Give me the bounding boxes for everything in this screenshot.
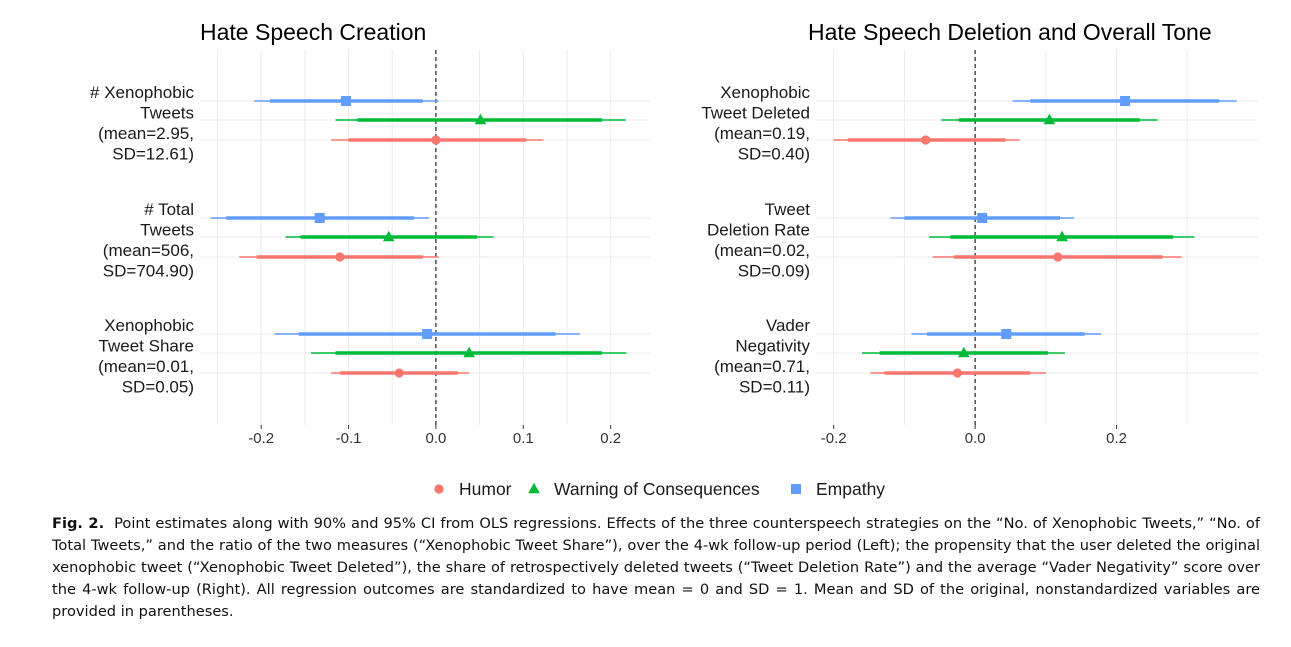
legend-circle-icon	[434, 484, 444, 494]
panel-title: Hate Speech Deletion and Overall Tone	[808, 19, 1212, 45]
legend-square-icon	[791, 484, 801, 494]
y-label-line: Tweet Share	[99, 337, 194, 356]
estimate-humor	[833, 135, 1020, 145]
y-label-line: SD=0.11)	[739, 378, 810, 397]
point-estimate-marker	[1056, 230, 1068, 242]
y-label-line: Negativity	[735, 337, 810, 356]
y-label-line: (mean=0.19,	[714, 124, 810, 143]
y-group-label: # Xenophobic Tweets(mean=2.95, SD=12.61)	[90, 83, 194, 164]
estimate-humor	[870, 368, 1046, 378]
legend: Humor Warning of Consequences Empathy	[434, 479, 885, 499]
y-label-line: (mean=0.02,	[714, 241, 810, 260]
figure-caption: Fig. 2. Point estimates along with 90% an…	[52, 513, 1260, 623]
point-estimate-marker	[1053, 252, 1063, 262]
estimate-warning-of-consequences	[285, 230, 494, 242]
estimate-warning-of-consequences	[929, 230, 1195, 242]
point-estimate-marker	[463, 346, 475, 358]
estimate-humor	[239, 252, 439, 262]
y-label-line: # Xenophobic	[90, 83, 194, 102]
estimate-empathy	[254, 96, 439, 106]
y-label-line: Vader	[766, 316, 810, 335]
point-estimate-marker	[422, 329, 433, 339]
y-label-line: (mean=506,	[103, 241, 194, 260]
estimate-warning-of-consequences	[941, 113, 1158, 125]
x-tick-label: -0.2	[248, 430, 274, 447]
point-estimate-marker	[921, 135, 931, 145]
x-tick-label: 0.2	[600, 430, 621, 447]
y-label-line: Deletion Rate	[707, 221, 810, 240]
legend-label: Empathy	[816, 479, 885, 499]
x-tick-label: 0.1	[513, 430, 534, 447]
legend-item-humor: Humor	[434, 479, 512, 499]
point-estimate-marker	[958, 346, 970, 358]
x-tick-label: -0.1	[336, 430, 362, 447]
y-group-label: # Total Tweets(mean=506, SD=704.90)	[103, 200, 194, 281]
y-label-line: (mean=0.71,	[714, 357, 810, 376]
legend-label: Warning of Consequences	[554, 479, 760, 499]
y-label-line: SD=12.61)	[112, 145, 194, 164]
y-group-label: Tweet Deletion Rate(mean=0.02, SD=0.09)	[707, 200, 810, 281]
estimate-empathy	[1012, 96, 1237, 106]
y-label-line: Tweet Deleted	[701, 104, 810, 123]
caption-text: Point estimates along with 90% and 95% C…	[52, 515, 1260, 620]
legend-label: Humor	[459, 479, 512, 499]
x-tick-label: 0.2	[1106, 430, 1127, 447]
y-label-line: (mean=2.95,	[98, 124, 194, 143]
y-group-label: Xenophobic Tweet Deleted(mean=0.19, SD=0.4…	[701, 83, 810, 164]
point-estimate-marker	[431, 135, 441, 145]
point-estimate-marker	[474, 113, 487, 125]
x-tick-label: 0.0	[425, 430, 446, 447]
y-label-line: Tweets	[140, 104, 194, 123]
y-label-line: Xenophobic	[720, 83, 810, 102]
estimate-empathy	[890, 213, 1075, 223]
point-estimate-marker	[952, 368, 963, 378]
estimate-humor	[331, 368, 470, 378]
x-tick-label: 0.0	[965, 430, 986, 447]
y-label-line: Tweets	[140, 221, 194, 240]
estimate-warning-of-consequences	[310, 346, 627, 358]
point-estimate-marker	[977, 213, 988, 223]
estimate-empathy	[210, 213, 429, 223]
point-estimate-marker	[340, 96, 351, 106]
point-estimate-marker	[1001, 329, 1012, 339]
estimate-warning-of-consequences	[861, 346, 1065, 358]
point-estimate-marker	[1120, 96, 1131, 106]
estimate-humor	[932, 252, 1182, 262]
estimate-warning-of-consequences	[335, 113, 626, 125]
panel-title: Hate Speech Creation	[200, 19, 426, 45]
panel-1: Hate Speech Creation -0.2 -0.1 0.0 0.1 0.2 # X…	[90, 19, 650, 447]
y-group-label: Vader Negativity(mean=0.71, SD=0.11)	[714, 316, 810, 397]
y-label-line: Tweet	[765, 200, 811, 219]
point-estimate-marker	[382, 230, 395, 242]
point-estimate-marker	[394, 368, 404, 378]
y-group-label: Xenophobic Tweet Share(mean=0.01, SD=0.05)	[98, 316, 194, 397]
point-estimate-marker	[1043, 113, 1056, 125]
legend-item-warning-of-consequences: Warning of Consequences	[528, 479, 760, 499]
estimate-empathy	[911, 329, 1102, 339]
y-label-line: SD=704.90)	[103, 262, 194, 281]
point-estimate-marker	[335, 252, 345, 262]
panel-2: Hate Speech Deletion and Overall Tone -0.…	[701, 19, 1258, 447]
y-label-line: # Total	[144, 200, 194, 219]
x-tick-label: -0.2	[821, 430, 847, 447]
y-label-line: SD=0.05)	[122, 378, 194, 397]
y-label-line: (mean=0.01,	[98, 357, 194, 376]
y-label-line: Xenophobic	[104, 316, 194, 335]
point-estimate-marker	[314, 213, 325, 223]
estimate-humor	[331, 135, 544, 145]
legend-triangle-icon	[528, 482, 540, 494]
y-label-line: SD=0.40)	[738, 145, 810, 164]
caption-label: Fig. 2.	[52, 515, 105, 532]
y-label-line: SD=0.09)	[738, 262, 810, 281]
legend-item-empathy: Empathy	[791, 479, 885, 499]
estimate-empathy	[274, 329, 581, 339]
figure: Hate Speech Creation -0.2 -0.1 0.0 0.1 0.2 # X…	[90, 19, 1258, 499]
